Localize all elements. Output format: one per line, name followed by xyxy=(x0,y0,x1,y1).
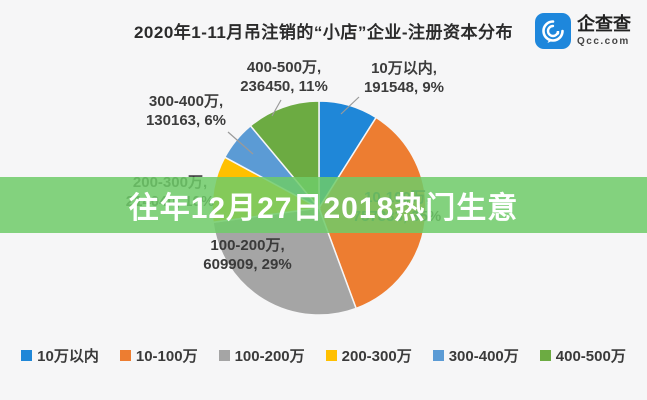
leader-lines xyxy=(227,96,360,155)
legend-swatch-icon xyxy=(218,349,230,361)
slice-label-100-200: 100-200万, 609909, 29% xyxy=(185,236,310,274)
pie-slice-100-200万 xyxy=(212,207,358,316)
qcc-logo: 企查查 Qcc.com xyxy=(535,13,631,49)
legend-item: 200-300万 xyxy=(325,345,412,366)
legend-item: 10万以内 xyxy=(21,345,99,366)
slice-label-line: 191548, 9% xyxy=(363,79,445,96)
slice-label-line: 236450, 11% xyxy=(240,78,328,95)
legend-swatch-icon xyxy=(325,349,337,361)
qcc-logo-icon xyxy=(535,13,571,49)
chart-title: 2020年1-11月吊注销的“小店”企业-注册资本分布 xyxy=(133,23,514,42)
legend-item: 400-500万 xyxy=(539,345,626,366)
legend-swatch-icon xyxy=(21,349,33,361)
qcc-name-cn: 企查查 xyxy=(577,14,631,34)
overlay-banner-text: 往年12月27日2018热门生意 xyxy=(128,192,519,225)
legend-item: 100-200万 xyxy=(218,345,305,366)
legend-swatch-icon xyxy=(539,349,551,361)
legend-item: 10-100万 xyxy=(119,345,198,366)
overlay-banner: 往年12月27日2018热门生意 xyxy=(0,177,647,233)
legend-label: 400-500万 xyxy=(555,347,626,365)
slice-label-line: 100-200万, xyxy=(210,237,285,254)
slice-label-10wan: 10万以内, 191548, 9% xyxy=(344,59,464,97)
qcc-name-en: Qcc.com xyxy=(577,36,630,47)
legend-label: 100-200万 xyxy=(234,347,305,365)
slice-label-line: 300-400万, xyxy=(148,93,224,110)
leader-line-300-400 xyxy=(227,131,254,155)
legend-label: 200-300万 xyxy=(341,347,412,365)
legend-label: 300-400万 xyxy=(448,347,519,365)
slice-label-line: 609909, 29% xyxy=(203,256,292,273)
legend-swatch-icon xyxy=(432,349,444,361)
slice-label-300-400: 300-400万, 130163, 6% xyxy=(125,92,247,130)
leader-line-10wan xyxy=(340,96,360,115)
legend-label: 10万以内 xyxy=(37,347,99,365)
legend-swatch-icon xyxy=(119,349,131,361)
swirl-at-icon xyxy=(542,20,564,43)
slice-label-line: 130163, 6% xyxy=(145,112,227,129)
slice-label-line: 400-500万, xyxy=(246,59,322,76)
legend-item: 300-400万 xyxy=(432,345,519,366)
slice-label-400-500: 400-500万, 236450, 11% xyxy=(221,58,347,96)
leader-line-400-500 xyxy=(271,99,282,117)
chart-legend: 10万以内 10-100万 100-200万 200-300万 300-400万 400-… xyxy=(0,344,647,366)
slice-label-line: 10万以内, xyxy=(371,60,437,77)
legend-label: 10-100万 xyxy=(135,347,198,365)
qcc-logo-text: 企查查 Qcc.com xyxy=(577,13,631,49)
